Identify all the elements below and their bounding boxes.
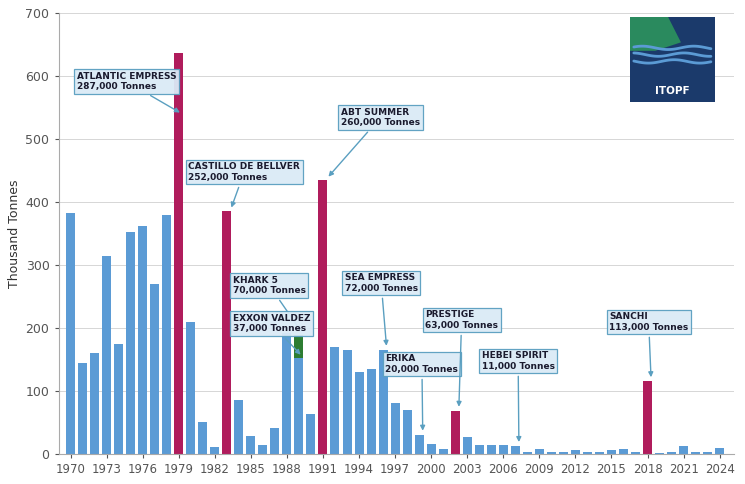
Bar [498,445,508,454]
Bar [150,284,159,454]
Text: EXXON VALDEZ
37,000 Tonnes: EXXON VALDEZ 37,000 Tonnes [233,314,311,354]
Bar [463,437,472,454]
Bar [162,214,171,454]
Bar [270,428,279,454]
Bar [691,452,700,454]
Bar [343,350,352,454]
Bar [643,381,652,454]
Bar [415,435,424,454]
Bar [174,53,183,454]
Bar [222,212,231,454]
Text: PRESTIGE
63,000 Tonnes: PRESTIGE 63,000 Tonnes [425,310,498,405]
Bar [667,453,676,454]
Bar [547,452,556,454]
Bar [126,232,135,454]
Text: ERIKA
20,000 Tonnes: ERIKA 20,000 Tonnes [385,354,458,429]
Text: CASTILLO DE BELLVER
252,000 Tonnes: CASTILLO DE BELLVER 252,000 Tonnes [188,163,300,206]
FancyBboxPatch shape [630,17,715,102]
Text: ATLANTIC EMPRESS
287,000 Tonnes: ATLANTIC EMPRESS 287,000 Tonnes [77,72,179,112]
Text: KHARK 5
70,000 Tonnes: KHARK 5 70,000 Tonnes [233,275,305,330]
Bar [282,333,291,454]
Bar [294,358,303,454]
Bar [235,400,244,454]
Text: SANCHI
113,000 Tonnes: SANCHI 113,000 Tonnes [609,312,688,376]
Bar [355,372,364,454]
Bar [138,226,148,454]
Bar [66,213,75,454]
Bar [486,445,495,454]
Bar [619,449,628,454]
Bar [402,409,412,454]
Bar [703,453,712,454]
Bar [535,449,544,454]
Bar [655,453,664,454]
Bar [583,452,592,454]
Y-axis label: Thousand Tonnes: Thousand Tonnes [8,179,22,287]
Polygon shape [630,17,681,51]
Bar [186,322,195,454]
Bar [679,446,688,454]
Bar [715,448,724,454]
Bar [294,335,303,358]
Bar [631,453,640,454]
Bar [607,451,616,454]
Bar [318,180,328,454]
Bar [259,445,267,454]
Bar [210,447,219,454]
Bar [595,453,604,454]
Bar [198,422,207,454]
Text: ABT SUMMER
260,000 Tonnes: ABT SUMMER 260,000 Tonnes [329,107,420,176]
Bar [390,403,399,454]
Bar [114,344,123,454]
Bar [378,350,387,454]
Bar [306,414,315,454]
Bar [511,446,520,454]
Text: ITOPF: ITOPF [655,87,690,96]
Bar [475,445,484,454]
Bar [427,444,436,454]
Text: SEA EMPRESS
72,000 Tonnes: SEA EMPRESS 72,000 Tonnes [345,273,418,344]
Text: HEBEI SPIRIT
11,000 Tonnes: HEBEI SPIRIT 11,000 Tonnes [481,351,554,440]
Bar [78,363,87,454]
Bar [90,353,99,454]
Bar [331,347,340,454]
Bar [523,453,532,454]
Bar [439,449,448,454]
Bar [102,256,111,454]
Bar [367,369,375,454]
Bar [559,453,568,454]
Bar [451,411,460,454]
Bar [571,451,580,454]
Bar [247,436,256,454]
